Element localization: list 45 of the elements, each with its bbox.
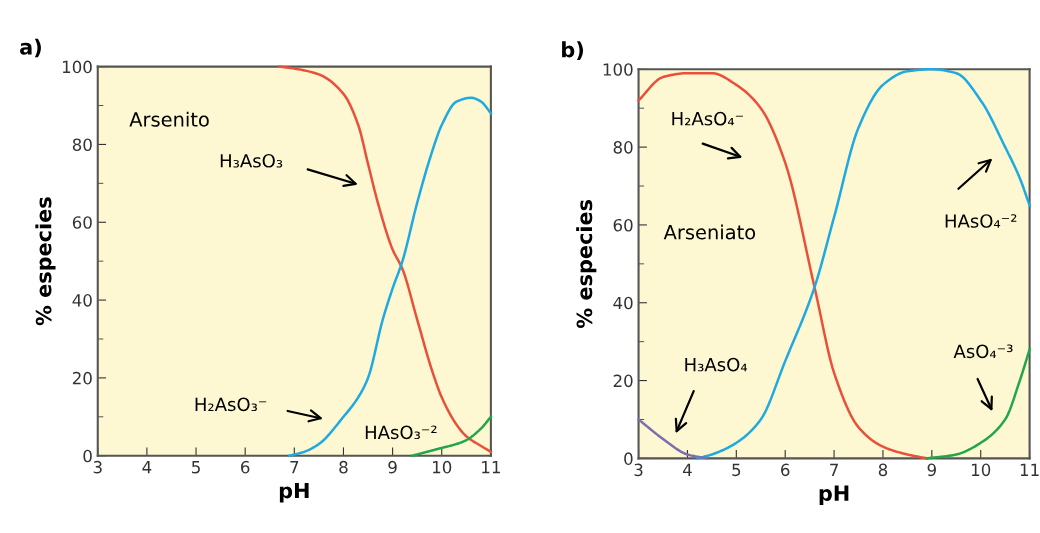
x-axis-title: pH (279, 482, 309, 503)
x-tick-label: 11 (482, 461, 500, 474)
annotation: H₂AsO₃⁻ (195, 397, 267, 412)
x-tick-label: 3 (93, 460, 102, 474)
x-tick-label: 7 (290, 461, 299, 474)
annotation: Arsenito (129, 111, 209, 127)
x-tick-label: 5 (192, 461, 200, 474)
annotation: HAsO₃⁻² (365, 425, 437, 440)
x-tick-label: 5 (732, 463, 741, 477)
y-tick-label: 80 (72, 138, 92, 152)
y-tick-label: 0 (624, 452, 633, 465)
x-axis-title: pH (819, 485, 849, 506)
annotation: AsO₄⁻³ (953, 344, 1013, 359)
x-tick-label: 7 (830, 463, 838, 476)
y-tick-label: 100 (62, 60, 92, 74)
annotation: Arseniato (663, 224, 756, 240)
annotation: H₃AsO₄ (685, 357, 748, 372)
y-tick-label: 0 (83, 449, 92, 463)
annotation: H₂AsO₄⁻ (672, 111, 743, 126)
y-tick-label: 40 (613, 296, 633, 310)
x-tick-label: 4 (142, 461, 152, 474)
x-tick-label: 8 (878, 463, 888, 477)
x-tick-label: 6 (241, 460, 250, 474)
x-tick-label: 10 (432, 460, 452, 474)
y-tick-label: 20 (72, 371, 92, 385)
x-tick-label: 10 (971, 463, 991, 477)
chart-title: a) (20, 38, 41, 58)
y-tick-label: 20 (613, 374, 633, 388)
x-tick-label: 4 (682, 463, 692, 476)
x-tick-label: 8 (339, 460, 348, 474)
y-tick-label: 80 (613, 141, 633, 154)
y-axis-title: % especies (576, 199, 597, 329)
x-tick-label: 9 (927, 463, 936, 477)
x-tick-label: 9 (388, 460, 397, 474)
y-tick-label: 40 (72, 294, 92, 307)
annotation: HAsO₄⁻² (945, 214, 1017, 228)
y-tick-label: 60 (72, 216, 92, 229)
x-tick-label: 11 (1020, 463, 1039, 476)
x-tick-label: 6 (781, 463, 790, 477)
x-tick-label: 3 (634, 463, 643, 477)
y-axis-title: % especies (35, 197, 56, 326)
y-tick-label: 60 (613, 218, 633, 232)
annotation: H₃AsO₃ (220, 153, 283, 168)
chart-title: b) (562, 41, 583, 60)
y-tick-label: 100 (603, 63, 633, 76)
